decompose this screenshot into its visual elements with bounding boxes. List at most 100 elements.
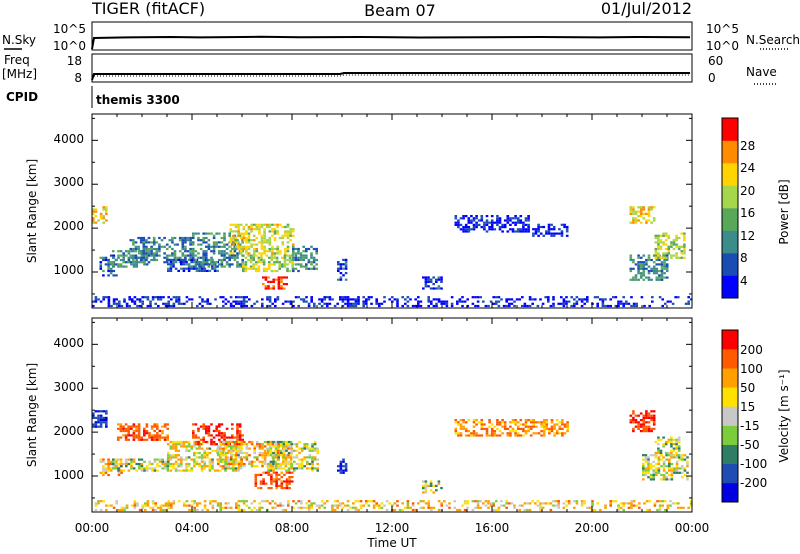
heatmap-cell <box>659 449 663 452</box>
heatmap-cell <box>147 254 151 257</box>
heatmap-cell <box>683 458 687 461</box>
heatmap-cell <box>659 241 663 244</box>
heatmap-cell <box>198 451 201 455</box>
heatmap-cell <box>342 267 345 270</box>
heatmap-cell <box>143 460 146 463</box>
heatmap-cell <box>658 508 662 512</box>
heatmap-cell <box>192 432 195 435</box>
heatmap-cell <box>261 454 264 457</box>
heatmap-cell <box>230 462 233 466</box>
heatmap-cell <box>284 247 287 251</box>
heatmap-cell <box>437 482 441 485</box>
heatmap-cell <box>139 258 143 262</box>
heatmap-cell <box>238 443 242 446</box>
heatmap-cell <box>158 247 161 251</box>
heatmap-cell <box>346 500 350 503</box>
heatmap-cell <box>158 460 162 463</box>
heatmap-cell <box>259 482 263 485</box>
heatmap-cell <box>346 300 350 303</box>
heatmap-cell <box>287 469 291 472</box>
heatmap-cell <box>218 241 221 244</box>
heatmap-cell <box>278 261 281 264</box>
heatmap-cell <box>524 219 528 222</box>
nave-label: Nave <box>746 65 777 79</box>
heatmap-cell <box>535 425 538 428</box>
heatmap-cell <box>493 432 497 435</box>
heatmap-cell <box>245 454 249 457</box>
nave-tick-bottom: 0 <box>708 71 716 85</box>
heatmap-cell <box>540 434 543 437</box>
heatmap-cell <box>220 236 224 240</box>
heatmap-cell <box>513 300 516 303</box>
heatmap-cell <box>396 302 399 305</box>
heatmap-cell <box>557 502 560 505</box>
heatmap-cell <box>122 434 125 437</box>
heatmap-cell <box>248 298 251 301</box>
heatmap-cell <box>115 274 118 277</box>
heatmap-cell <box>136 304 139 308</box>
heatmap-cell <box>268 239 272 242</box>
heatmap-cell <box>224 467 227 470</box>
heatmap-cell <box>664 232 668 235</box>
heatmap-cell <box>197 239 200 242</box>
heatmap-cell <box>411 502 415 505</box>
x-tick-0000: 00:00 <box>75 521 110 535</box>
heatmap-cell <box>596 302 599 305</box>
heatmap-cell <box>169 469 173 472</box>
heatmap-cell <box>290 462 293 466</box>
heatmap-cell <box>258 232 261 235</box>
heatmap-cell <box>406 304 410 308</box>
heatmap-cell <box>287 462 291 466</box>
heatmap-cell <box>650 269 653 273</box>
heatmap-cell <box>422 500 425 503</box>
heatmap-cell <box>219 449 223 452</box>
heatmap-cell <box>229 506 233 509</box>
heatmap-cell <box>647 476 650 479</box>
heatmap-cell <box>308 449 312 452</box>
heatmap-cell <box>495 508 498 512</box>
heatmap-cell <box>493 434 497 437</box>
heatmap-cell <box>671 302 675 305</box>
heatmap-cell <box>211 462 214 466</box>
heatmap-cell <box>164 504 168 507</box>
heatmap-cell <box>127 458 131 461</box>
heatmap-cell <box>483 221 486 224</box>
heatmap-cell <box>495 296 498 299</box>
heatmap-cell <box>193 440 196 444</box>
heatmap-cell <box>134 247 138 251</box>
heatmap-cell <box>280 484 284 487</box>
heatmap-cell <box>267 280 270 283</box>
heatmap-cell <box>212 265 216 268</box>
heatmap-cell <box>190 445 193 448</box>
heatmap-cell <box>244 269 248 273</box>
heatmap-cell <box>257 265 261 268</box>
heatmap-cell <box>294 263 298 266</box>
heatmap-cell <box>671 502 675 505</box>
heatmap-cell <box>245 239 248 242</box>
heatmap-cell <box>229 252 233 255</box>
vel-y-tick-3000: 3000 <box>53 380 84 394</box>
heatmap-cell <box>135 263 138 266</box>
heatmap-cell <box>280 462 283 466</box>
heatmap-cell <box>200 447 204 450</box>
heatmap-cell <box>199 443 203 446</box>
heatmap-cell <box>250 223 253 226</box>
heatmap-cell <box>422 487 425 490</box>
heatmap-cell <box>509 432 512 435</box>
heatmap-cell <box>166 467 170 470</box>
heatmap-cell <box>557 302 560 305</box>
heatmap-cell <box>175 298 178 301</box>
heatmap-cell <box>683 245 686 248</box>
heatmap-cell <box>158 236 161 240</box>
heatmap-cell <box>243 462 246 466</box>
heatmap-cell <box>316 469 319 472</box>
heatmap-cell <box>195 451 199 455</box>
heatmap-cell <box>234 447 238 450</box>
heatmap-cell <box>682 506 685 509</box>
heatmap-cell <box>647 465 650 468</box>
heatmap-cell <box>193 465 196 468</box>
heatmap-cell <box>186 250 190 253</box>
heatmap-cell <box>466 304 469 308</box>
heatmap-cell <box>294 502 298 505</box>
heatmap-cell <box>269 440 273 444</box>
